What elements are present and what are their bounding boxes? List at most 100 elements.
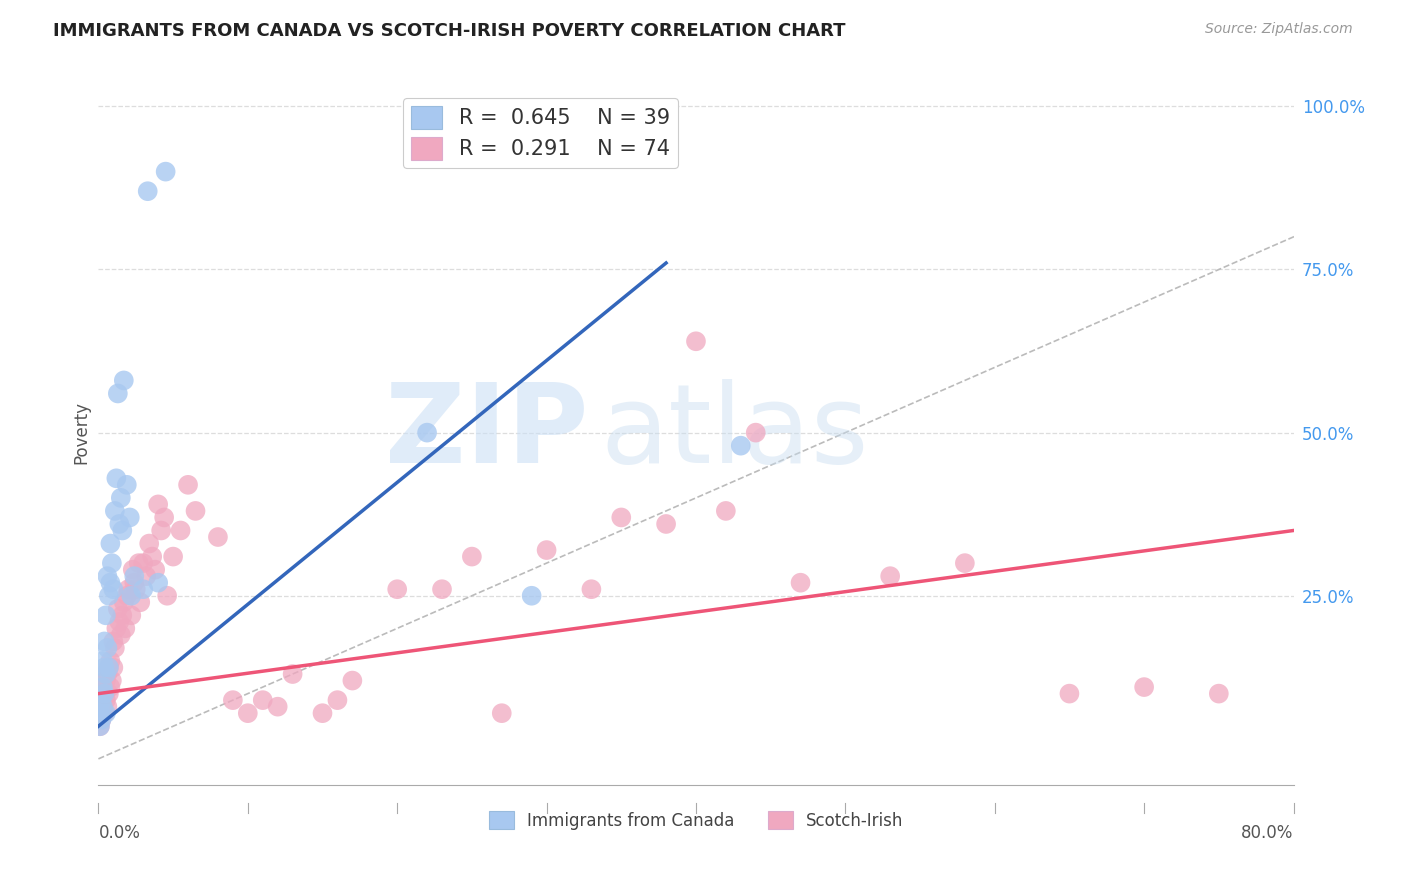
Point <box>685 334 707 349</box>
Point <box>96 569 118 583</box>
Point <box>110 491 132 505</box>
Text: IMMIGRANTS FROM CANADA VS SCOTCH-IRISH POVERTY CORRELATION CHART: IMMIGRANTS FROM CANADA VS SCOTCH-IRISH P… <box>53 22 846 40</box>
Point <box>110 628 132 642</box>
Point <box>155 164 177 178</box>
Point <box>132 556 155 570</box>
Point <box>121 563 143 577</box>
Point <box>311 706 333 721</box>
Point <box>536 543 558 558</box>
Point <box>141 549 163 564</box>
Point <box>112 595 135 609</box>
Point <box>1133 680 1156 694</box>
Point <box>655 516 678 531</box>
Point <box>135 569 157 583</box>
Point <box>91 699 114 714</box>
Text: 80.0%: 80.0% <box>1241 823 1294 842</box>
Point <box>118 510 141 524</box>
Point <box>90 713 112 727</box>
Point <box>1208 687 1230 701</box>
Point <box>89 719 111 733</box>
Point <box>124 575 146 590</box>
Point <box>236 706 259 721</box>
Point <box>105 471 128 485</box>
Point <box>103 634 125 648</box>
Point <box>90 693 112 707</box>
Point <box>91 680 114 694</box>
Point <box>207 530 229 544</box>
Point <box>97 660 120 674</box>
Point <box>184 504 207 518</box>
Point <box>111 608 134 623</box>
Point <box>90 693 112 707</box>
Point <box>177 478 200 492</box>
Point <box>108 615 131 629</box>
Point <box>91 680 114 694</box>
Point <box>96 699 118 714</box>
Point <box>96 667 118 681</box>
Point <box>117 582 139 597</box>
Point <box>326 693 349 707</box>
Y-axis label: Poverty: Poverty <box>72 401 90 464</box>
Point <box>520 589 543 603</box>
Point <box>745 425 768 440</box>
Point <box>281 667 304 681</box>
Point <box>953 556 976 570</box>
Point <box>124 569 146 583</box>
Point <box>91 699 114 714</box>
Text: Source: ZipAtlas.com: Source: ZipAtlas.com <box>1205 22 1353 37</box>
Point <box>98 680 122 694</box>
Point <box>97 660 120 674</box>
Point <box>789 575 811 590</box>
Point <box>148 575 170 590</box>
Point <box>89 706 111 721</box>
Point <box>128 556 150 570</box>
Point <box>222 693 245 707</box>
Point <box>89 706 111 721</box>
Point <box>136 184 159 198</box>
Point <box>143 563 166 577</box>
Text: atlas: atlas <box>600 379 869 486</box>
Point <box>252 693 274 707</box>
Point <box>714 504 737 518</box>
Point <box>169 524 191 538</box>
Point <box>148 497 170 511</box>
Point <box>138 536 160 550</box>
Point <box>98 575 122 590</box>
Point <box>1059 687 1081 701</box>
Point <box>103 660 125 674</box>
Point <box>93 687 115 701</box>
Point <box>98 536 122 550</box>
Point <box>111 524 134 538</box>
Point <box>120 608 142 623</box>
Point <box>108 516 131 531</box>
Point <box>342 673 364 688</box>
Point <box>103 582 125 597</box>
Text: 0.0%: 0.0% <box>98 823 141 842</box>
Point <box>461 549 484 564</box>
Point <box>96 640 118 655</box>
Point <box>93 634 115 648</box>
Point <box>93 687 115 701</box>
Point <box>94 693 117 707</box>
Point <box>156 589 179 603</box>
Point <box>93 706 115 721</box>
Point <box>581 582 603 597</box>
Point <box>89 719 111 733</box>
Point <box>129 595 152 609</box>
Point <box>97 687 120 701</box>
Point <box>98 654 122 668</box>
Legend: Immigrants from Canada, Scotch-Irish: Immigrants from Canada, Scotch-Irish <box>482 805 910 837</box>
Point <box>104 640 127 655</box>
Point <box>107 386 129 401</box>
Point <box>94 608 117 623</box>
Point <box>97 589 120 603</box>
Point <box>730 439 752 453</box>
Point <box>153 510 176 524</box>
Point <box>879 569 901 583</box>
Point <box>101 673 124 688</box>
Point <box>107 602 129 616</box>
Point <box>491 706 513 721</box>
Text: ZIP: ZIP <box>385 379 589 486</box>
Point <box>105 621 128 635</box>
Point <box>94 706 117 721</box>
